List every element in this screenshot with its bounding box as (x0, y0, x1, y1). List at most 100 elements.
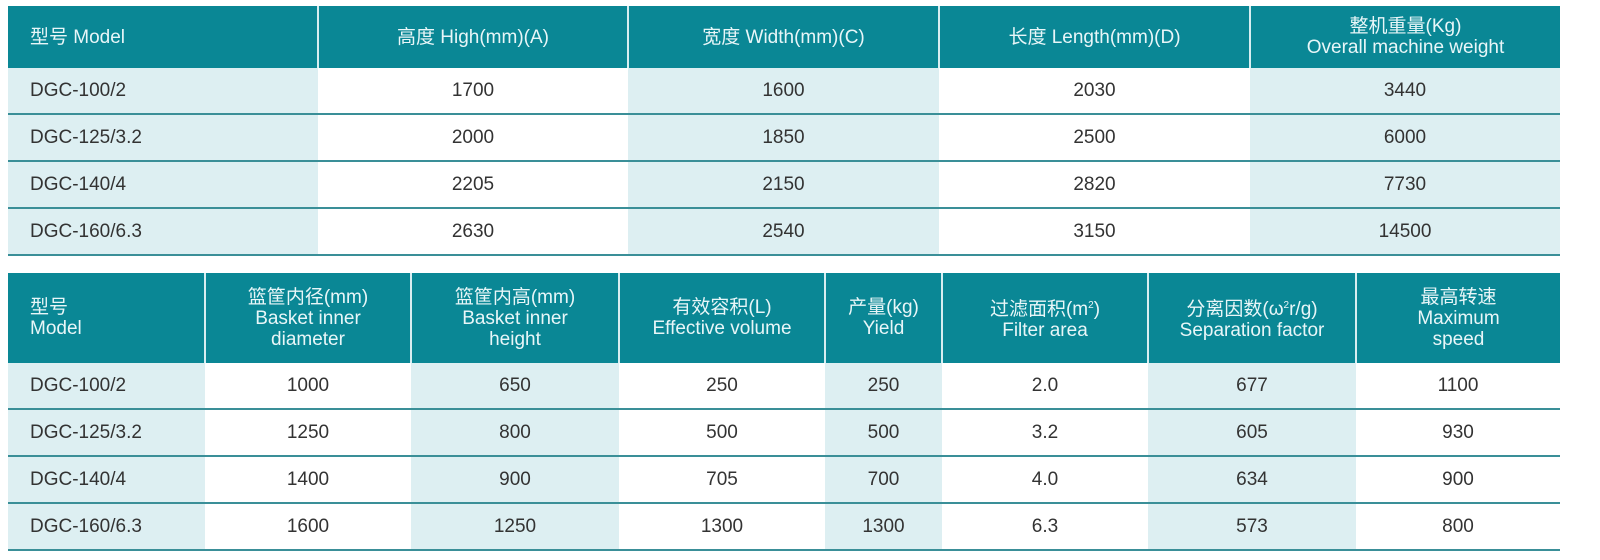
header-label-en-2: speed (1432, 328, 1485, 350)
cell-yield: 250 (825, 363, 942, 410)
cell-yield: 500 (825, 409, 942, 457)
cell-filter-area: 2.0 (942, 363, 1148, 410)
cell-height: 2000 (318, 114, 628, 162)
header-length: 长度 Length(mm)(D) (938, 6, 1250, 68)
cell-separation-factor: 677 (1148, 363, 1356, 410)
header-separation-factor: 分离因数(ω2r/g) Separation factor (1147, 273, 1356, 363)
cell-separation-factor: 605 (1148, 409, 1356, 457)
header-weight: 整机重量(Kg) Overall machine weight (1249, 6, 1560, 68)
header-row: 型号 Model 高度 High(mm)(A) 宽度 Width(mm)(C) … (8, 6, 1560, 68)
performance-table: 型号 Model 篮筐内径(mm) Basket inner diameter … (8, 273, 1560, 551)
header-label-en: Basket inner (255, 307, 361, 329)
header-model: 型号 Model (8, 6, 318, 68)
header-label: 长度 Length(mm)(D) (1008, 26, 1181, 48)
header-label-zh: 产量(kg) (848, 297, 919, 318)
header-label: 高度 High(mm)(A) (397, 26, 549, 48)
cell-model: DGC-160/6.3 (8, 503, 205, 551)
header-basket-diameter: 篮筐内径(mm) Basket inner diameter (204, 273, 411, 363)
superscript: 2 (1088, 300, 1094, 311)
header-effective-volume: 有效容积(L) Effective volume (618, 273, 825, 363)
cell-model: DGC-125/3.2 (8, 409, 205, 457)
cell-maximum-speed: 1100 (1356, 363, 1560, 410)
cell-filter-area: 4.0 (942, 456, 1148, 504)
cell-basket-height: 800 (411, 409, 619, 457)
cell-basket-diameter: 1400 (205, 456, 411, 504)
cell-maximum-speed: 800 (1356, 503, 1560, 551)
header-label-en: Maximum (1417, 307, 1500, 329)
cell-weight: 7730 (1250, 161, 1560, 209)
header-filter-area: 过滤面积(m2) Filter area (941, 273, 1148, 363)
cell-weight: 14500 (1250, 208, 1560, 256)
superscript: 2 (1283, 300, 1290, 311)
cell-basket-height: 900 (411, 456, 619, 504)
table-row: DGC-160/6.3 2630 2540 3150 14500 (8, 208, 1560, 256)
cell-effective-volume: 250 (619, 363, 825, 410)
header-label: 型号 Model (30, 26, 126, 48)
header-label-zh: 整机重量(Kg) (1349, 16, 1462, 37)
cell-model: DGC-140/4 (8, 161, 318, 209)
header-label-en-2: height (489, 328, 541, 350)
cell-model: DGC-160/6.3 (8, 208, 318, 256)
cell-yield: 700 (825, 456, 942, 504)
header-label-en: Effective volume (652, 318, 792, 339)
cell-width: 1850 (628, 114, 939, 162)
table-row: DGC-100/2 1000 650 250 250 2.0 677 1100 (8, 363, 1560, 410)
header-label-text: ) (1093, 299, 1101, 320)
cell-height: 1700 (318, 68, 628, 115)
header-label-en: Separation factor (1179, 320, 1325, 341)
header-label-en: Filter area (1002, 320, 1088, 341)
cell-length: 3150 (939, 208, 1250, 256)
cell-basket-diameter: 1250 (205, 409, 411, 457)
cell-separation-factor: 573 (1148, 503, 1356, 551)
header-label-en: Basket inner (462, 307, 568, 329)
cell-weight: 3440 (1250, 68, 1560, 115)
header-label-en-2: diameter (271, 328, 345, 350)
header-label-en: Overall machine weight (1306, 37, 1505, 58)
header-label-text: r/g) (1289, 299, 1318, 320)
header-label-zh: 型号 (30, 297, 69, 318)
header-label-en: Yield (862, 318, 905, 339)
cell-weight: 6000 (1250, 114, 1560, 162)
header-label-zh: 过滤面积(m2) (949, 295, 1141, 320)
cell-width: 2540 (628, 208, 939, 256)
cell-model: DGC-140/4 (8, 456, 205, 504)
cell-separation-factor: 634 (1148, 456, 1356, 504)
cell-length: 2500 (939, 114, 1250, 162)
table-row: DGC-125/3.2 1250 800 500 500 3.2 605 930 (8, 409, 1560, 457)
cell-model: DGC-100/2 (8, 68, 318, 115)
cell-height: 2630 (318, 208, 628, 256)
header-width: 宽度 Width(mm)(C) (627, 6, 939, 68)
header-basket-height: 篮筐内高(mm) Basket inner height (410, 273, 619, 363)
header-label-zh: 分离因数(ω2r/g) (1155, 295, 1349, 320)
header-label-text: 过滤面积(m (989, 299, 1089, 320)
header-yield: 产量(kg) Yield (824, 273, 942, 363)
cell-filter-area: 6.3 (942, 503, 1148, 551)
cell-width: 2150 (628, 161, 939, 209)
header-label-en: Model (30, 318, 82, 339)
cell-effective-volume: 1300 (619, 503, 825, 551)
cell-model: DGC-100/2 (8, 363, 205, 410)
table-row: DGC-140/4 2205 2150 2820 7730 (8, 161, 1560, 209)
cell-width: 1600 (628, 68, 939, 115)
header-maximum-speed: 最高转速 Maximum speed (1355, 273, 1560, 363)
table-row: DGC-160/6.3 1600 1250 1300 1300 6.3 573 … (8, 503, 1560, 551)
cell-basket-height: 1250 (411, 503, 619, 551)
header-label-zh: 篮筐内高(mm) (454, 286, 576, 308)
cell-basket-diameter: 1600 (205, 503, 411, 551)
header-label: 宽度 Width(mm)(C) (702, 26, 865, 48)
cell-model: DGC-125/3.2 (8, 114, 318, 162)
cell-maximum-speed: 900 (1356, 456, 1560, 504)
cell-length: 2030 (939, 68, 1250, 115)
cell-basket-diameter: 1000 (205, 363, 411, 410)
cell-height: 2205 (318, 161, 628, 209)
header-height: 高度 High(mm)(A) (317, 6, 628, 68)
header-label-zh: 有效容积(L) (672, 297, 772, 318)
table-row: DGC-140/4 1400 900 705 700 4.0 634 900 (8, 456, 1560, 504)
cell-maximum-speed: 930 (1356, 409, 1560, 457)
cell-yield: 1300 (825, 503, 942, 551)
header-label-text: 分离因数(ω (1186, 299, 1284, 320)
cell-length: 2820 (939, 161, 1250, 209)
cell-effective-volume: 500 (619, 409, 825, 457)
cell-effective-volume: 705 (619, 456, 825, 504)
table-row: DGC-100/2 1700 1600 2030 3440 (8, 68, 1560, 115)
